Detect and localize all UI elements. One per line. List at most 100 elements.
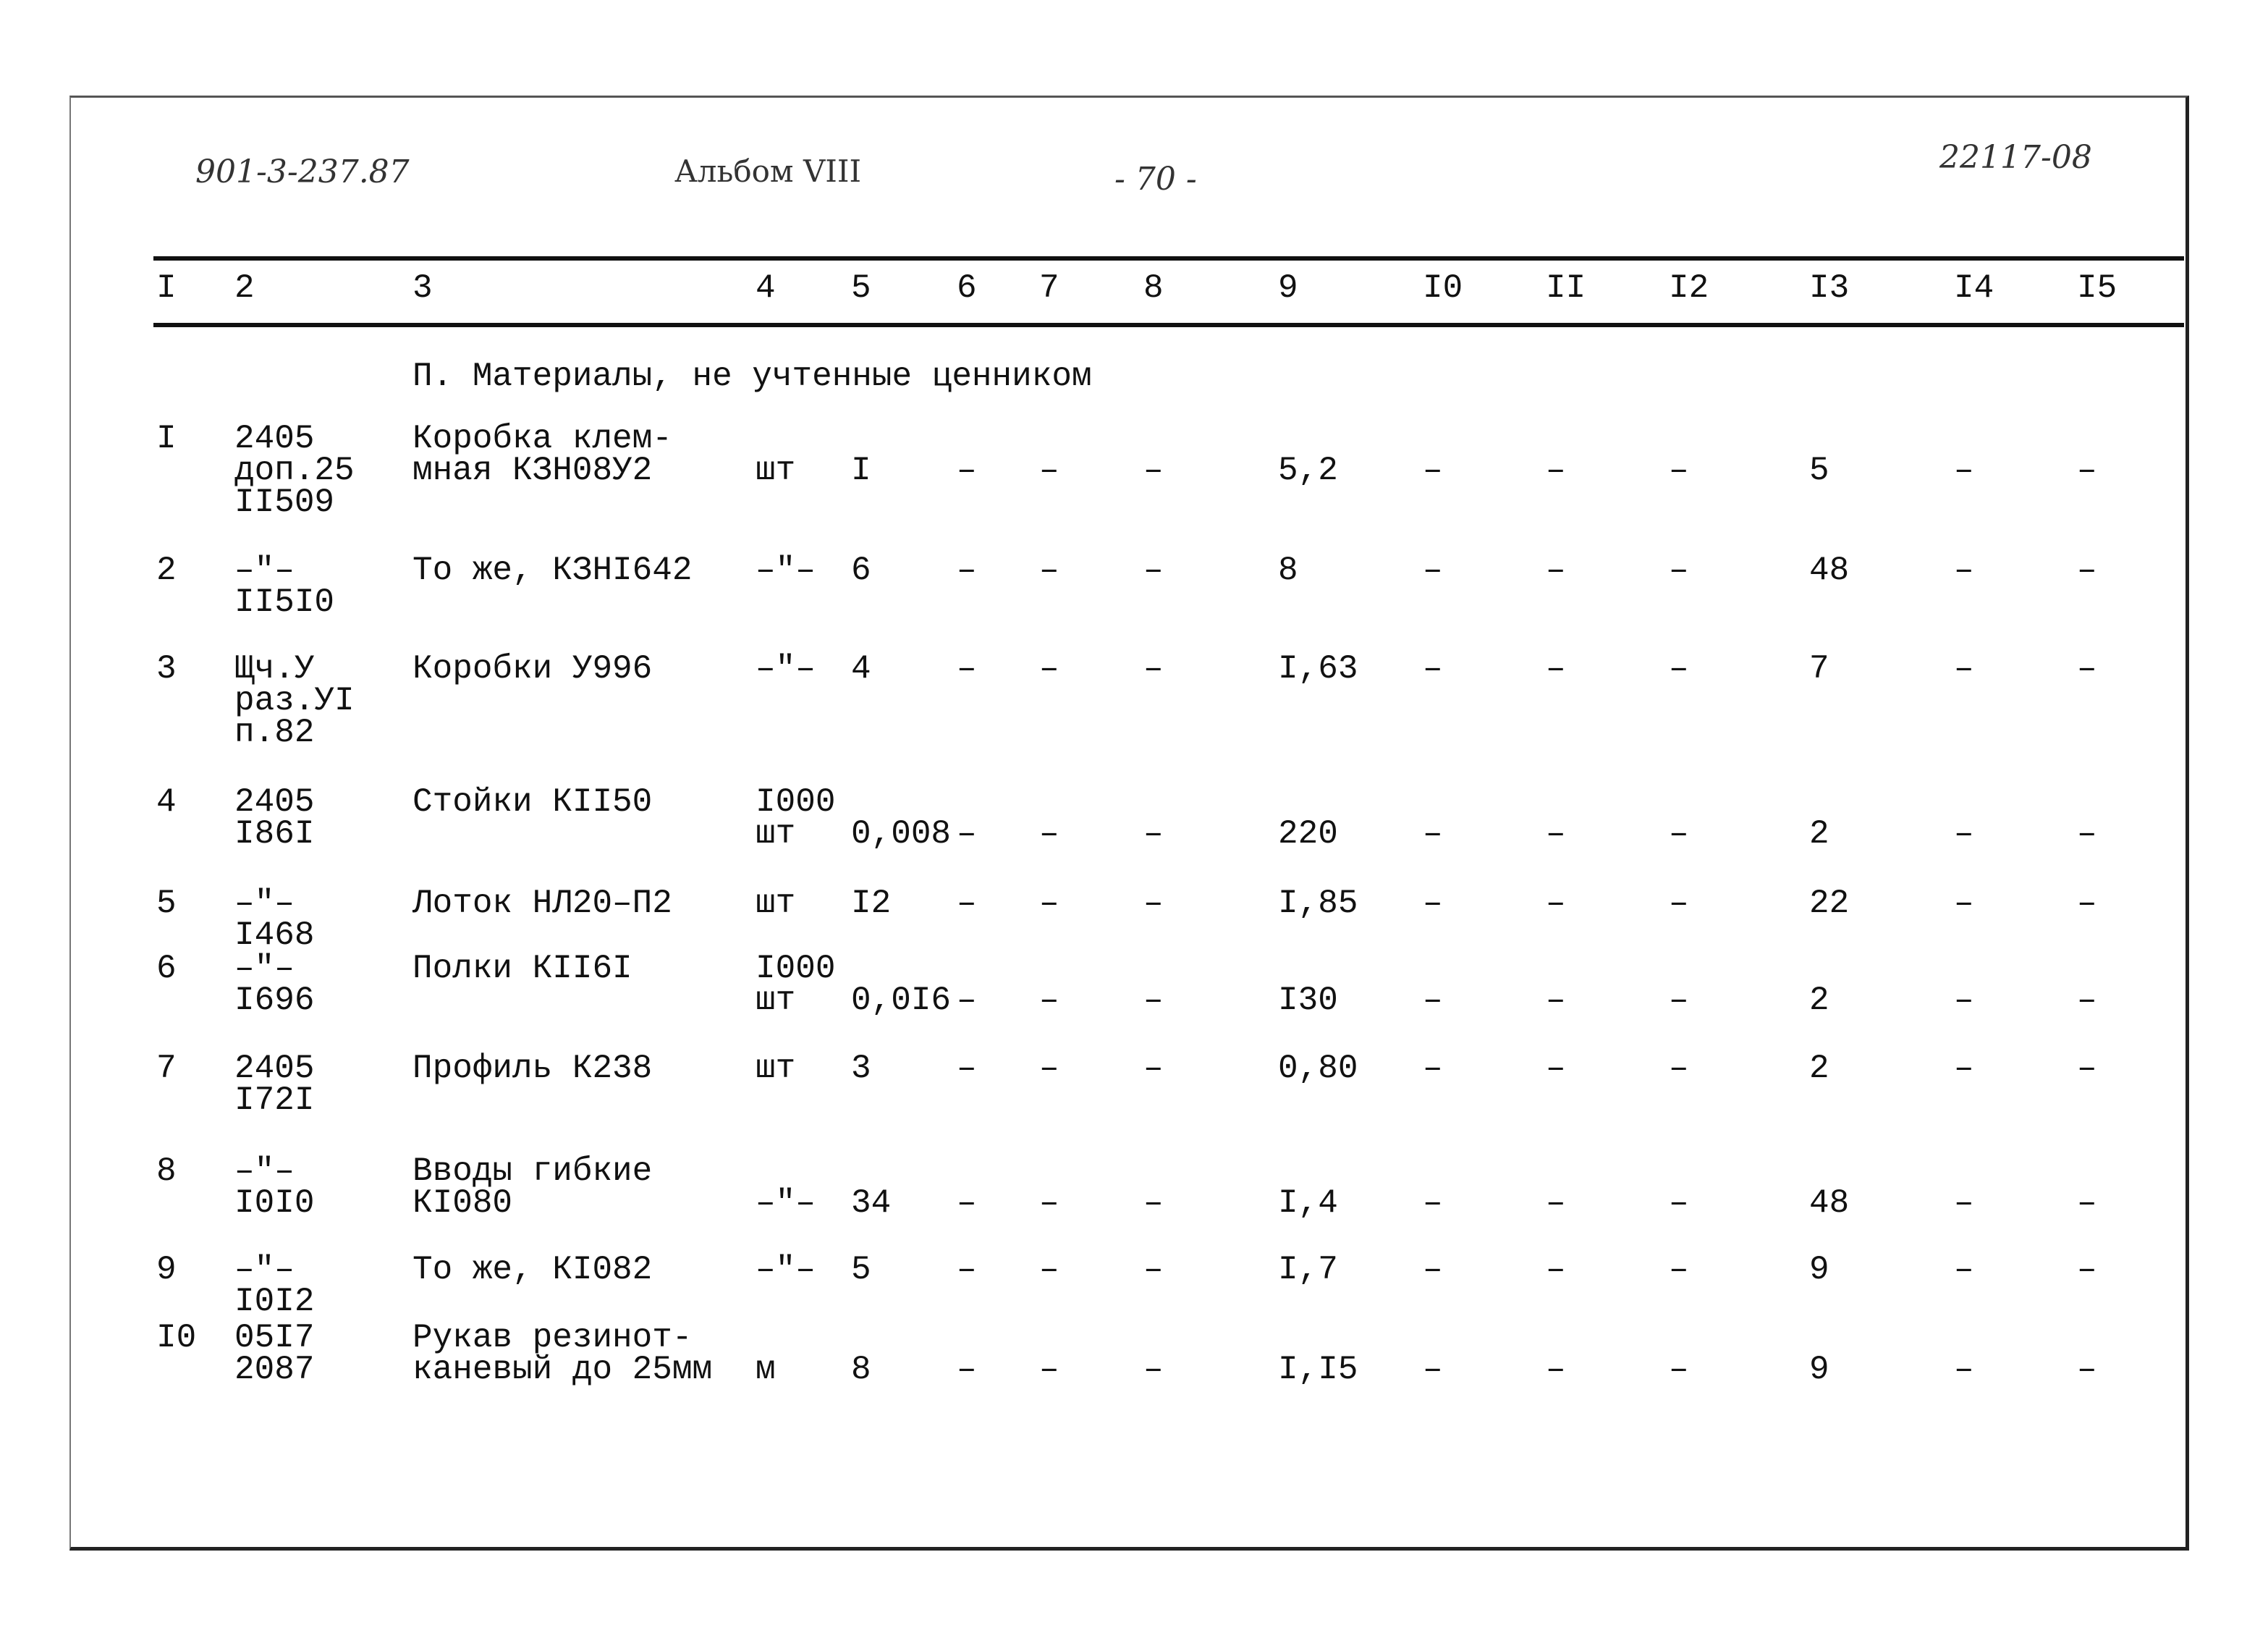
cell-col-8: –	[1143, 1184, 1164, 1222]
cell-col-6: –	[957, 1251, 977, 1289]
section-title: П. Материалы, не учтенные ценником	[412, 358, 1092, 395]
cell-col-12: –	[1669, 1050, 1689, 1087]
cell-col-5: 34	[851, 1184, 892, 1222]
cell-col-9: 5,2	[1278, 452, 1338, 489]
cell-col-15: –	[2077, 1351, 2097, 1388]
cell-col-15: –	[2077, 815, 2097, 853]
unit-line: I000	[756, 950, 836, 987]
cell-col-9: 8	[1278, 552, 1298, 589]
cell-col-5: I	[851, 452, 871, 489]
row-number: 9	[156, 1251, 177, 1289]
cell-col-9: I30	[1278, 982, 1338, 1019]
cell-col-11: –	[1546, 815, 1566, 853]
cell-col-7: –	[1039, 815, 1059, 853]
column-header-9: 9	[1278, 269, 1298, 307]
cell-col-13: 2	[1809, 982, 1829, 1019]
unit-line: шт	[756, 815, 796, 853]
cell-col-6: –	[957, 650, 977, 688]
cell-col-15: –	[2077, 552, 2097, 589]
item-name-line: Стойки КII50	[412, 783, 653, 821]
cell-col-13: 2	[1809, 1050, 1829, 1087]
code-line: I0I2	[234, 1283, 315, 1320]
code-line: 05I7	[234, 1319, 315, 1357]
cell-col-5: 4	[851, 650, 871, 688]
item-name-line: Лоток НЛ20–П2	[412, 885, 672, 922]
cell-col-7: –	[1039, 1251, 1059, 1289]
column-header-14: I4	[1954, 269, 1994, 307]
row-number: 8	[156, 1152, 177, 1190]
item-name-line: То же, КI082	[412, 1251, 653, 1289]
cell-col-11: –	[1546, 982, 1566, 1019]
cell-col-9: I,63	[1278, 650, 1358, 688]
cell-col-10: –	[1423, 815, 1443, 853]
column-header-10: I0	[1423, 269, 1463, 307]
cell-col-12: –	[1669, 552, 1689, 589]
cell-col-11: –	[1546, 1184, 1566, 1222]
cell-col-15: –	[2077, 1251, 2097, 1289]
unit-line: шт	[756, 982, 796, 1019]
cell-col-10: –	[1423, 1050, 1443, 1087]
code-line: раз.УI	[234, 682, 355, 720]
cell-col-9: 0,80	[1278, 1050, 1358, 1087]
item-name-line: Коробка клем-	[412, 420, 672, 457]
cell-col-5: 6	[851, 552, 871, 589]
column-header-11: II	[1546, 269, 1586, 307]
cell-col-14: –	[1954, 815, 1974, 853]
cell-col-14: –	[1954, 552, 1974, 589]
cell-col-14: –	[1954, 1251, 1974, 1289]
cell-col-15: –	[2077, 650, 2097, 688]
cell-col-15: –	[2077, 452, 2097, 489]
cell-col-13: 5	[1809, 452, 1829, 489]
cell-col-6: –	[957, 982, 977, 1019]
code-line: –"–	[234, 552, 295, 589]
cell-col-12: –	[1669, 982, 1689, 1019]
cell-col-6: –	[957, 1351, 977, 1388]
cell-col-8: –	[1143, 1351, 1164, 1388]
unit-line: –"–	[756, 1184, 816, 1222]
cell-col-11: –	[1546, 650, 1566, 688]
code-line: 2405	[234, 420, 315, 457]
column-header-5: 5	[851, 269, 871, 307]
cell-col-8: –	[1143, 552, 1164, 589]
cell-col-13: 7	[1809, 650, 1829, 688]
cell-col-8: –	[1143, 885, 1164, 922]
row-number: 7	[156, 1050, 177, 1087]
column-header-7: 7	[1039, 269, 1059, 307]
unit-line: I000	[756, 783, 836, 821]
cell-col-5: I2	[851, 885, 892, 922]
code-line: II509	[234, 484, 335, 521]
item-name-line: То же, КЗНI642	[412, 552, 693, 589]
cell-col-9: 220	[1278, 815, 1338, 853]
cell-col-14: –	[1954, 452, 1974, 489]
column-header-3: 3	[412, 269, 433, 307]
item-name-line: мная КЗН08У2	[412, 452, 653, 489]
cell-col-11: –	[1546, 885, 1566, 922]
row-number: 2	[156, 552, 177, 589]
item-name-line: Вводы гибкие	[412, 1152, 653, 1190]
cell-col-13: 22	[1809, 885, 1850, 922]
code-line: I86I	[234, 815, 315, 853]
cell-col-7: –	[1039, 1050, 1059, 1087]
project-code: 901-3-237.87	[195, 153, 410, 190]
cell-col-9: I,7	[1278, 1251, 1338, 1289]
item-name-line: Коробки У996	[412, 650, 653, 688]
column-header-1: I	[156, 269, 177, 307]
column-header-15: I5	[2077, 269, 2117, 307]
cell-col-14: –	[1954, 1351, 1974, 1388]
unit-line: м	[756, 1351, 776, 1388]
cell-col-5: 3	[851, 1050, 871, 1087]
cell-col-10: –	[1423, 452, 1443, 489]
album-label: Альбом VIII	[674, 153, 862, 189]
cell-col-5: 5	[851, 1251, 871, 1289]
cell-col-10: –	[1423, 885, 1443, 922]
cell-col-7: –	[1039, 885, 1059, 922]
cell-col-10: –	[1423, 650, 1443, 688]
cell-col-11: –	[1546, 1351, 1566, 1388]
cell-col-11: –	[1546, 1251, 1566, 1289]
cell-col-13: 9	[1809, 1351, 1829, 1388]
item-name-line: Профиль К238	[412, 1050, 653, 1087]
code-line: 2405	[234, 1050, 315, 1087]
column-header-6: 6	[957, 269, 977, 307]
code-line: доп.25	[234, 452, 355, 489]
code-line: –"–	[234, 950, 295, 987]
